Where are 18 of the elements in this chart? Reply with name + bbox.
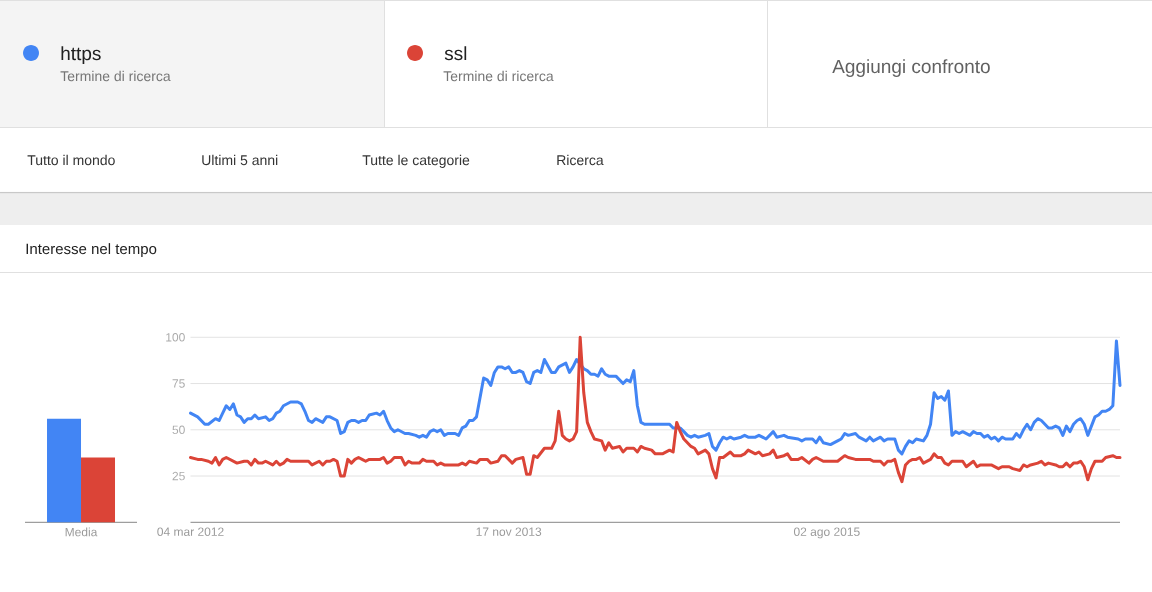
text: Ricerca <box>557 154 604 166</box>
y-tick-label: 100 <box>166 333 185 342</box>
legend-label: ssl <box>444 46 467 61</box>
y-tick-label: 75 <box>172 379 185 388</box>
text: Termine di ricerca <box>443 70 554 82</box>
chart-title: Interesse nel tempo <box>26 243 157 258</box>
x-tick-label: 02 ago 2015 <box>793 527 860 539</box>
text: Ultimi 5 anni <box>202 154 278 166</box>
y-tick-label: 50 <box>172 425 185 435</box>
x-tick-label: 04 mar 2012 <box>157 527 224 536</box>
legend-label: https <box>61 46 101 64</box>
y-tick-label: 25 <box>172 471 185 481</box>
x-tick-label: Media <box>65 527 98 537</box>
text: Termine di ricerca <box>60 70 171 82</box>
text: Tutto il mondo <box>27 154 115 166</box>
text: Tutte le categorie <box>362 154 470 168</box>
text: Aggiungi confronto <box>832 59 990 77</box>
x-tick-label: 17 nov 2013 <box>476 527 542 536</box>
